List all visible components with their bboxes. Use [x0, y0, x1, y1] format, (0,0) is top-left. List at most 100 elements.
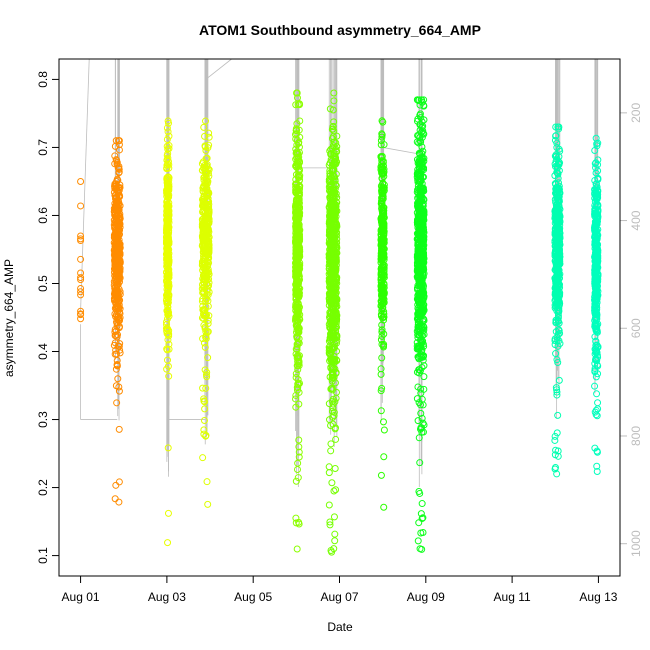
data-point: [163, 291, 170, 299]
data-point: [379, 158, 387, 166]
data-point: [292, 350, 300, 358]
data-point: [591, 368, 599, 376]
data-point: [594, 175, 602, 183]
data-point: [295, 292, 303, 300]
data-point: [377, 471, 385, 479]
data-point: [329, 216, 337, 223]
data-point: [414, 274, 422, 282]
data-point: [200, 173, 208, 181]
data-point: [414, 325, 422, 333]
data-point: [380, 313, 388, 321]
data-point: [293, 148, 301, 156]
data-point: [414, 216, 422, 224]
data-point: [416, 111, 424, 119]
data-point: [77, 255, 85, 263]
data-point: [163, 215, 171, 223]
data-point: [295, 263, 303, 271]
data-point: [201, 398, 208, 406]
data-point: [329, 106, 337, 114]
data-point: [416, 489, 424, 497]
data-point: [326, 518, 334, 526]
data-point: [332, 486, 340, 494]
data-point: [415, 217, 423, 225]
data-point: [417, 281, 425, 289]
secondary-y-tick-label: 400: [629, 210, 643, 230]
data-point: [111, 180, 119, 188]
secondary-y-tick-label: 600: [629, 318, 643, 338]
data-point: [292, 403, 300, 411]
data-point: [413, 315, 421, 323]
data-point: [593, 462, 601, 470]
data-point: [377, 141, 385, 149]
data-point: [164, 128, 172, 136]
data-point: [111, 202, 119, 210]
data-point: [295, 443, 303, 451]
data-point: [115, 301, 123, 309]
data-point: [332, 139, 340, 147]
data-point: [164, 279, 172, 287]
data-point: [556, 258, 564, 266]
data-point: [594, 214, 602, 222]
data-point: [331, 365, 339, 373]
data-point: [378, 305, 386, 313]
data-point: [202, 335, 210, 343]
data-point: [419, 264, 427, 272]
data-point: [294, 362, 302, 370]
data-point: [377, 282, 385, 290]
data-point: [203, 373, 211, 381]
data-point: [413, 230, 421, 238]
data-point: [332, 309, 340, 317]
data-point: [204, 320, 212, 327]
data-point: [327, 252, 335, 260]
data-point: [416, 258, 424, 266]
data-point: [113, 361, 121, 369]
data-point: [330, 513, 338, 521]
data-point: [200, 417, 208, 425]
data-point: [204, 189, 212, 197]
data-point: [420, 362, 428, 370]
data-point: [379, 118, 387, 126]
data-point: [593, 326, 601, 334]
data-point: [163, 243, 171, 251]
data-point: [325, 501, 333, 509]
data-point: [553, 391, 561, 399]
data-point: [164, 154, 172, 162]
data-point: [200, 123, 208, 131]
data-point: [591, 345, 599, 353]
data-point: [198, 285, 206, 293]
data-point: [293, 94, 301, 102]
data-point: [552, 153, 560, 161]
data-point: [292, 101, 300, 109]
data-point: [292, 204, 300, 212]
data-point: [554, 297, 562, 305]
data-point: [378, 321, 386, 329]
data-point: [326, 240, 334, 248]
data-point: [377, 269, 385, 277]
data-point: [420, 187, 428, 195]
data-point: [591, 297, 599, 305]
x-tick-label: Aug 01: [62, 590, 100, 604]
y-axis-label: asymmetry_664_AMP: [2, 259, 16, 377]
data-point: [295, 436, 303, 444]
data-point: [379, 418, 387, 426]
data-point: [116, 317, 124, 325]
data-point: [293, 466, 301, 474]
data-point: [330, 408, 338, 416]
data-point: [328, 365, 336, 373]
data-point: [165, 312, 173, 320]
data-point: [203, 268, 211, 276]
data-point: [326, 182, 334, 190]
data-point: [202, 117, 210, 125]
data-point: [293, 185, 301, 193]
data-point: [554, 309, 562, 317]
data-point: [417, 510, 425, 518]
data-point: [415, 366, 423, 374]
data-point: [593, 262, 601, 270]
data-point: [591, 293, 599, 301]
data-point: [165, 274, 173, 282]
data-point: [331, 465, 339, 472]
data-point: [201, 143, 209, 151]
data-point: [419, 514, 427, 522]
data-point: [416, 170, 424, 178]
